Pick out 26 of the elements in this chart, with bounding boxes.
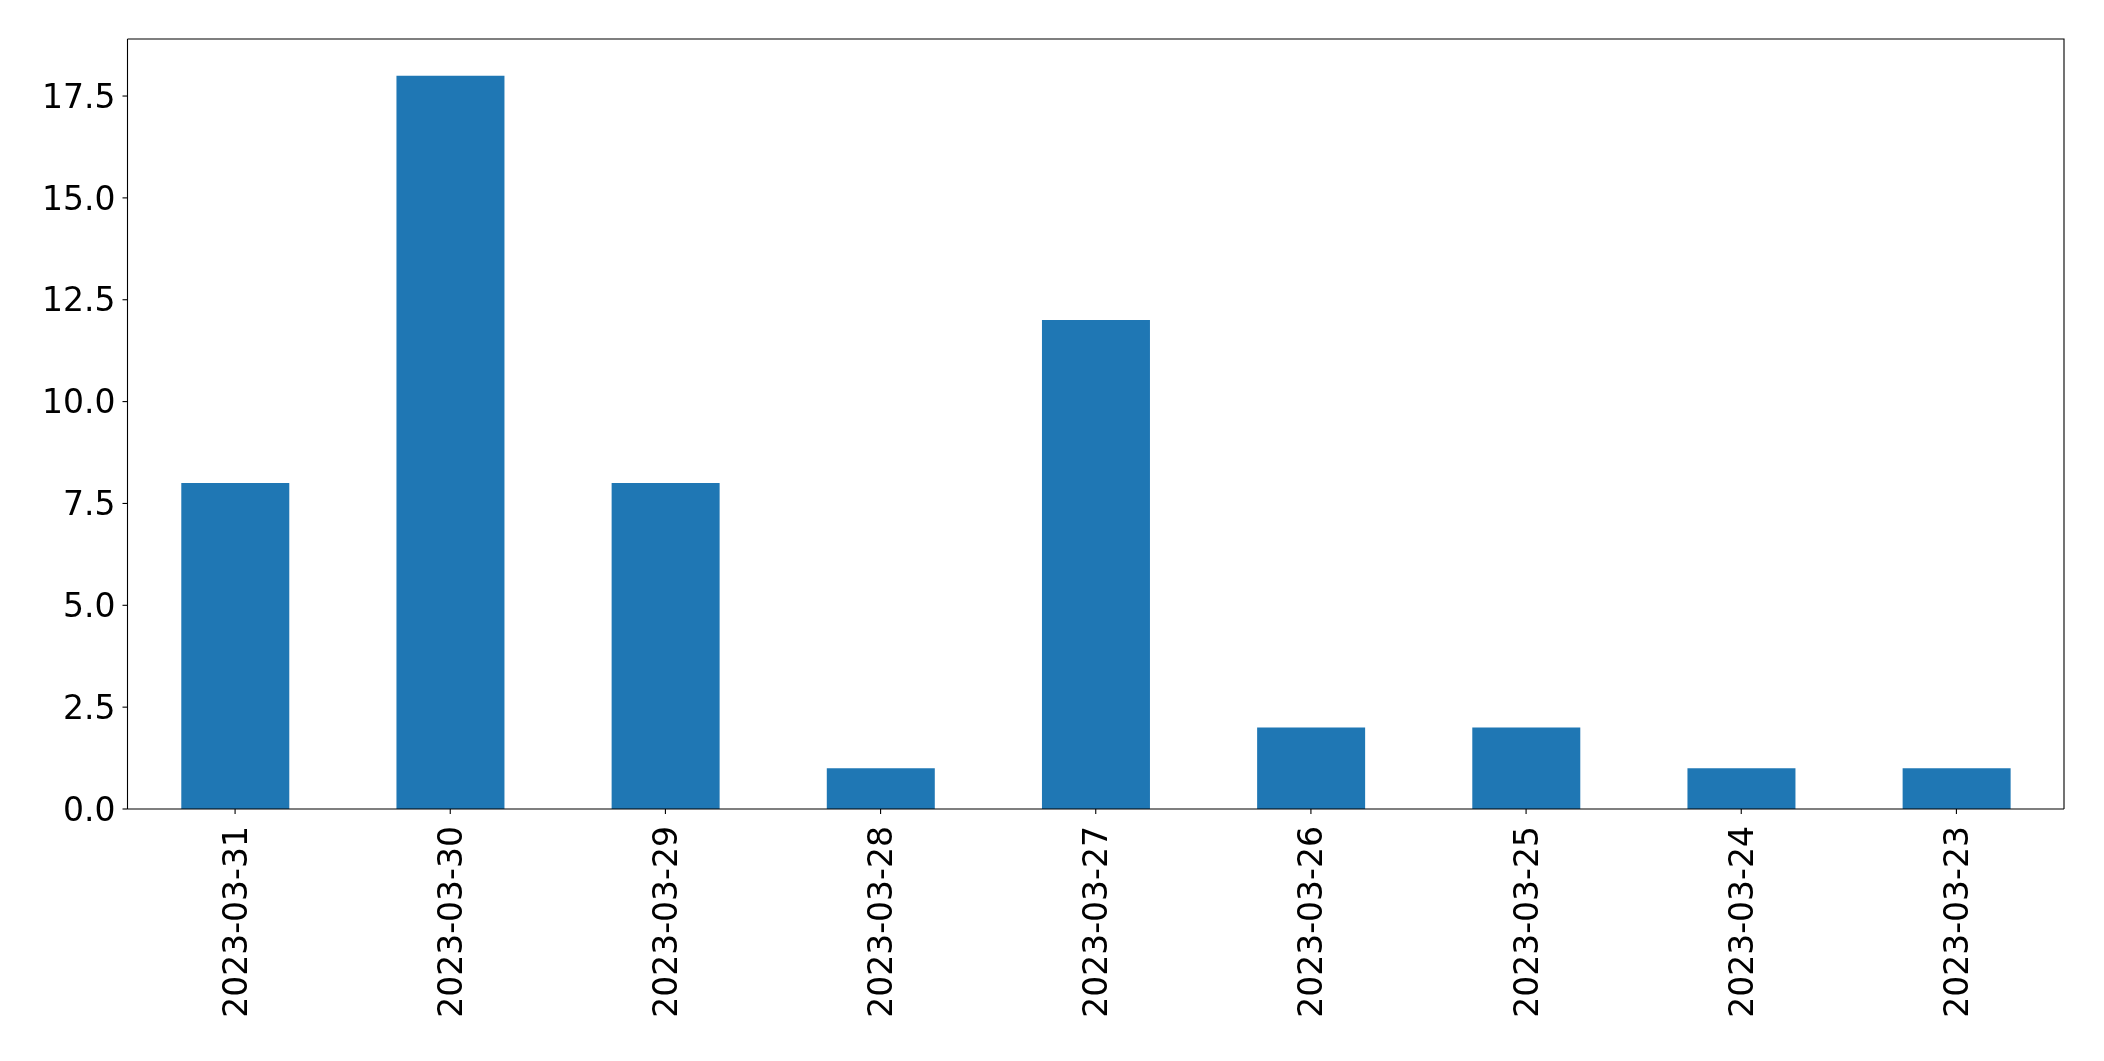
bar [1902, 768, 2011, 809]
bar [181, 483, 290, 809]
bar [1257, 727, 1366, 809]
bar [1041, 320, 1150, 809]
y-tick-label: 15.0 [42, 178, 116, 218]
x-tick-label: 2023-03-28 [861, 826, 901, 1018]
x-tick-label: 2023-03-25 [1506, 826, 1546, 1018]
x-tick-label: 2023-03-27 [1076, 826, 1116, 1018]
x-tick-label: 2023-03-30 [430, 826, 470, 1018]
bar [396, 75, 505, 809]
x-tick-label: 2023-03-31 [215, 826, 255, 1018]
y-tick-label: 10.0 [42, 382, 116, 422]
x-tick-label: 2023-03-29 [645, 826, 685, 1018]
y-tick-label: 17.5 [42, 76, 116, 116]
bar [826, 768, 935, 809]
bar [611, 483, 720, 809]
bar [1687, 768, 1796, 809]
y-tick-label: 12.5 [42, 280, 116, 320]
x-tick-label: 2023-03-26 [1291, 826, 1331, 1018]
y-tick-label: 5.0 [63, 586, 116, 626]
x-tick-label: 2023-03-24 [1721, 826, 1761, 1018]
bar [1472, 727, 1581, 809]
x-tick-label: 2023-03-23 [1936, 826, 1976, 1018]
y-tick-label: 7.5 [63, 484, 116, 524]
y-tick-label: 0.0 [63, 789, 116, 829]
y-tick-label: 2.5 [63, 687, 116, 727]
